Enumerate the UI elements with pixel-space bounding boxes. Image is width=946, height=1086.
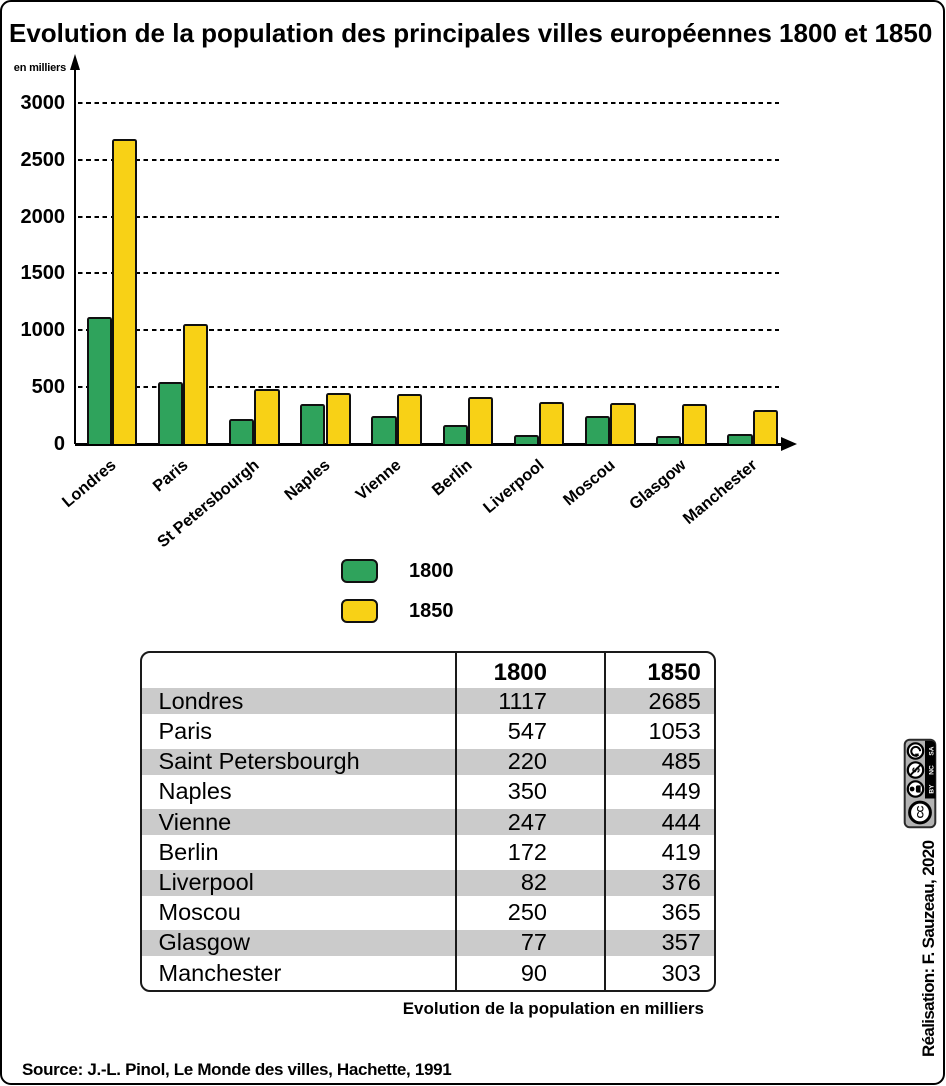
svg-text:NC: NC bbox=[929, 765, 936, 775]
svg-text:CC: CC bbox=[916, 805, 927, 818]
svg-text:BY: BY bbox=[929, 784, 936, 794]
svg-text:SA: SA bbox=[929, 746, 936, 755]
